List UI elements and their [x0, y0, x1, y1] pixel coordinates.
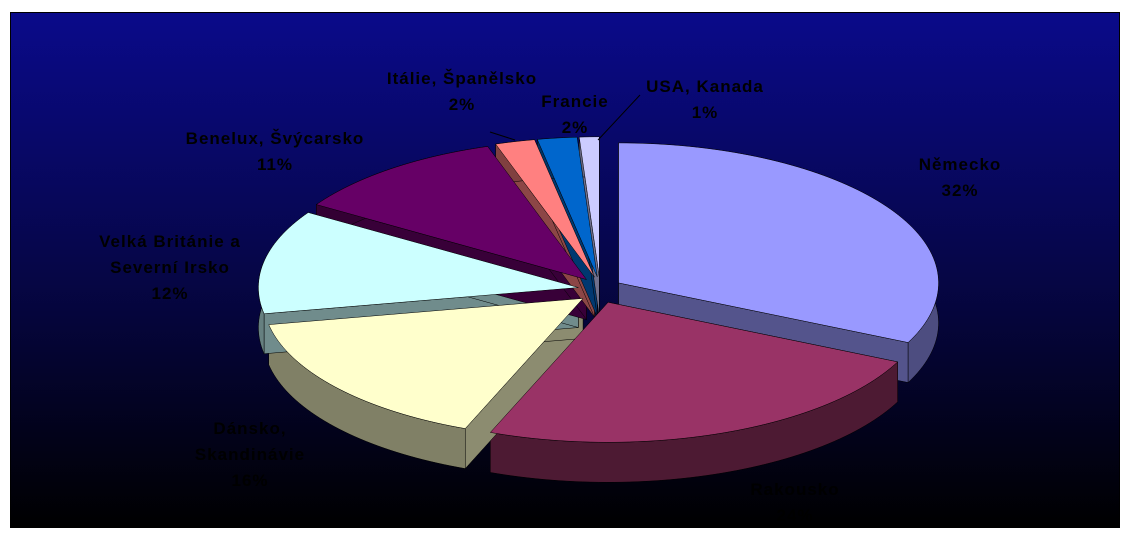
category-label: Francie: [541, 92, 609, 111]
data-label: Itálie, Španělsko 2%: [362, 66, 562, 118]
category-label: Rakousko: [750, 480, 840, 499]
data-label: Benelux, Švýcarsko 11%: [155, 126, 395, 178]
slice: [578, 136, 600, 277]
data-label: Velká Británie a Severní Irsko 12%: [75, 229, 265, 307]
slice: [489, 301, 899, 443]
slice: [315, 146, 588, 281]
value-label: 12%: [151, 284, 189, 303]
value-label: 16%: [231, 471, 269, 490]
value-label: 32%: [941, 181, 979, 200]
pie-tops: [258, 136, 939, 443]
value-label: 2%: [448, 95, 476, 114]
leader-line: [489, 131, 516, 141]
category-label: Benelux, Švýcarsko: [185, 129, 365, 148]
slice: [258, 212, 579, 315]
category-label: USA, Kanada: [646, 77, 764, 96]
value-label: 2%: [561, 118, 589, 137]
data-label: Německo 32%: [900, 152, 1020, 204]
value-label: 24%: [776, 506, 814, 525]
slice: [495, 139, 595, 278]
category-label: Itálie, Španělsko: [386, 69, 538, 88]
category-label: Dánsko, Skandinávie: [194, 419, 306, 464]
data-label: Dánsko, Skandinávie 16%: [175, 416, 325, 494]
category-label: Německo: [918, 155, 1002, 174]
data-label: Rakousko 24%: [735, 477, 855, 529]
data-label: USA, Kanada 1%: [635, 74, 775, 126]
data-label: Francie 2%: [525, 89, 625, 141]
value-label: 1%: [691, 103, 719, 122]
slice: [536, 136, 598, 278]
slice: [618, 142, 939, 343]
leader-line: [597, 94, 641, 141]
value-label: 11%: [256, 155, 294, 174]
slice: [268, 298, 584, 429]
category-label: Velká Británie a Severní Irsko: [99, 232, 241, 277]
